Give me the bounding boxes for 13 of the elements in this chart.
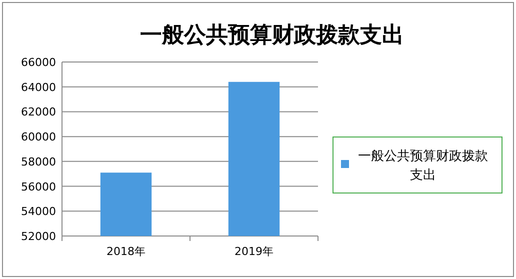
y-tick-label: 54000	[21, 205, 56, 218]
legend-label: 一般公共预算财政拨款支出	[358, 149, 488, 183]
x-tick-label: 2018年	[106, 245, 146, 258]
legend: 一般公共预算财政拨款支出	[332, 136, 502, 194]
x-tick-label: 2019年	[234, 245, 274, 258]
y-tick-label: 58000	[21, 155, 56, 168]
y-tick-label: 52000	[21, 230, 56, 243]
chart-title: 一般公共预算财政拨款支出	[140, 22, 404, 48]
y-tick-label: 60000	[21, 130, 56, 144]
y-tick-label: 56000	[21, 180, 56, 194]
y-tick-label: 62000	[21, 106, 56, 119]
y-tick-label: 66000	[21, 56, 56, 69]
y-tick-label: 64000	[21, 80, 56, 94]
